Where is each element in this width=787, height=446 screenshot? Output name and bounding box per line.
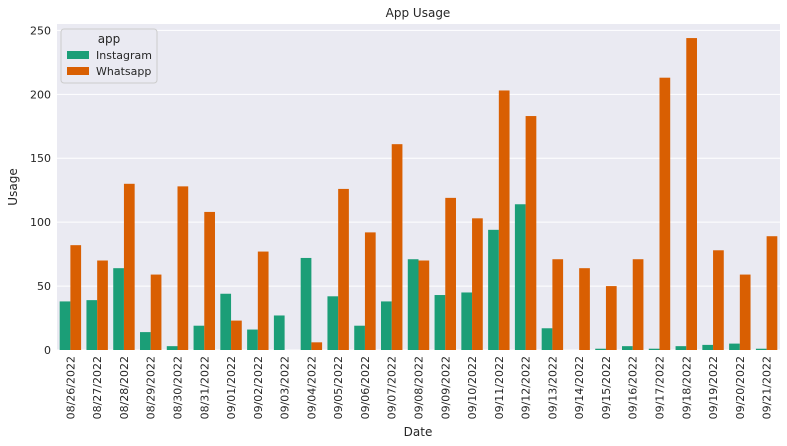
- bar-whatsapp: [257, 251, 269, 350]
- legend-label-whatsapp: Whatsapp: [96, 65, 151, 78]
- bar-instagram: [541, 328, 553, 350]
- x-tick-label: 09/07/2022: [386, 356, 399, 419]
- legend-swatch-whatsapp: [67, 67, 89, 75]
- x-tick-label: 09/10/2022: [466, 356, 479, 419]
- bar-whatsapp: [445, 197, 456, 350]
- x-tick-labels: 08/26/2022 08/27/2022 08/28/2022 08/29/2022…: [64, 356, 773, 419]
- x-tick-label: 09/09/2022: [439, 356, 452, 419]
- bar-whatsapp: [177, 186, 189, 350]
- bars: [59, 38, 778, 351]
- bar-instagram: [381, 301, 392, 350]
- x-tick-label: 09/13/2022: [546, 356, 559, 419]
- x-axis-label: Date: [404, 425, 433, 439]
- bar-instagram: [247, 329, 258, 350]
- x-tick-label: 09/05/2022: [332, 356, 345, 419]
- bar-instagram: [514, 204, 526, 350]
- bar-instagram: [273, 315, 285, 350]
- bar-instagram: [729, 343, 740, 350]
- chart-title: App Usage: [386, 6, 451, 20]
- x-tick-label: 09/21/2022: [761, 356, 774, 419]
- bar-instagram: [220, 293, 232, 350]
- bar-whatsapp: [123, 183, 135, 350]
- y-tick-label: 200: [30, 88, 51, 101]
- x-tick-label: 09/03/2022: [279, 356, 292, 419]
- bar-whatsapp: [97, 260, 108, 350]
- bar-whatsapp: [739, 274, 751, 350]
- bar-whatsapp: [498, 90, 510, 351]
- bar-whatsapp: [713, 250, 724, 350]
- bar-whatsapp: [311, 342, 323, 350]
- bar-whatsapp: [204, 211, 215, 350]
- bar-whatsapp: [686, 38, 697, 350]
- bar-whatsapp: [525, 116, 537, 350]
- bar-instagram: [461, 292, 473, 350]
- bar-whatsapp: [418, 260, 430, 350]
- y-tick-label: 100: [30, 216, 51, 229]
- bar-whatsapp: [766, 236, 778, 350]
- bar-whatsapp: [391, 144, 403, 350]
- x-tick-label: 08/29/2022: [145, 356, 158, 419]
- bar-whatsapp: [632, 259, 644, 350]
- y-tick-labels: 0 50 100 150 200 250: [30, 24, 51, 357]
- x-tick-label: 09/06/2022: [359, 356, 372, 419]
- bar-whatsapp: [70, 245, 82, 350]
- y-tick-label: 50: [37, 280, 51, 293]
- x-tick-label: 08/28/2022: [118, 356, 131, 419]
- y-tick-label: 250: [30, 24, 51, 37]
- legend-swatch-instagram: [67, 51, 89, 59]
- bar-instagram: [354, 325, 365, 350]
- bar-instagram: [675, 346, 687, 350]
- bar-instagram: [166, 346, 178, 350]
- bar-instagram: [407, 259, 419, 350]
- bar-instagram: [59, 301, 71, 350]
- x-tick-label: 09/15/2022: [600, 356, 613, 419]
- x-tick-label: 09/14/2022: [573, 356, 586, 419]
- y-tick-label: 150: [30, 152, 51, 165]
- x-tick-label: 09/01/2022: [225, 356, 238, 419]
- bar-instagram: [434, 295, 446, 350]
- bar-instagram: [622, 346, 633, 350]
- y-tick-label: 0: [44, 344, 51, 357]
- x-tick-label: 09/19/2022: [707, 356, 720, 419]
- bar-whatsapp: [579, 268, 590, 350]
- x-tick-label: 09/12/2022: [520, 356, 533, 419]
- bar-instagram: [595, 348, 606, 350]
- bar-whatsapp: [605, 286, 617, 350]
- bar-whatsapp: [150, 274, 162, 350]
- legend-label-instagram: Instagram: [96, 49, 152, 62]
- x-tick-label: 09/18/2022: [680, 356, 693, 419]
- bar-instagram: [488, 229, 499, 350]
- x-tick-label: 09/16/2022: [627, 356, 640, 419]
- x-tick-label: 09/20/2022: [734, 356, 747, 419]
- bar-whatsapp: [472, 218, 483, 350]
- y-axis-label: Usage: [6, 168, 20, 205]
- bar-instagram: [113, 268, 124, 350]
- x-tick-label: 09/17/2022: [654, 356, 667, 419]
- x-tick-label: 08/27/2022: [91, 356, 104, 419]
- legend: app Instagram Whatsapp: [60, 28, 158, 84]
- x-tick-label: 09/02/2022: [252, 356, 265, 419]
- x-tick-label: 08/31/2022: [198, 356, 211, 419]
- x-tick-label: 09/11/2022: [493, 356, 506, 419]
- bar-instagram: [648, 348, 660, 350]
- bar-instagram: [327, 296, 339, 350]
- bar-instagram: [193, 325, 205, 350]
- x-tick-label: 08/26/2022: [64, 356, 77, 419]
- bar-instagram: [140, 332, 151, 350]
- bar-instagram: [300, 257, 312, 350]
- bar-instagram: [702, 344, 714, 350]
- bar-whatsapp: [552, 259, 564, 350]
- bar-whatsapp: [659, 77, 671, 350]
- x-tick-label: 08/30/2022: [172, 356, 185, 419]
- bar-whatsapp: [364, 232, 376, 350]
- x-tick-label: 09/04/2022: [305, 356, 318, 419]
- bar-whatsapp: [338, 188, 349, 350]
- bar-whatsapp: [231, 320, 242, 350]
- bar-instagram: [86, 300, 98, 350]
- bar-instagram: [755, 348, 767, 350]
- x-tick-label: 09/08/2022: [413, 356, 426, 419]
- legend-title: app: [98, 32, 121, 46]
